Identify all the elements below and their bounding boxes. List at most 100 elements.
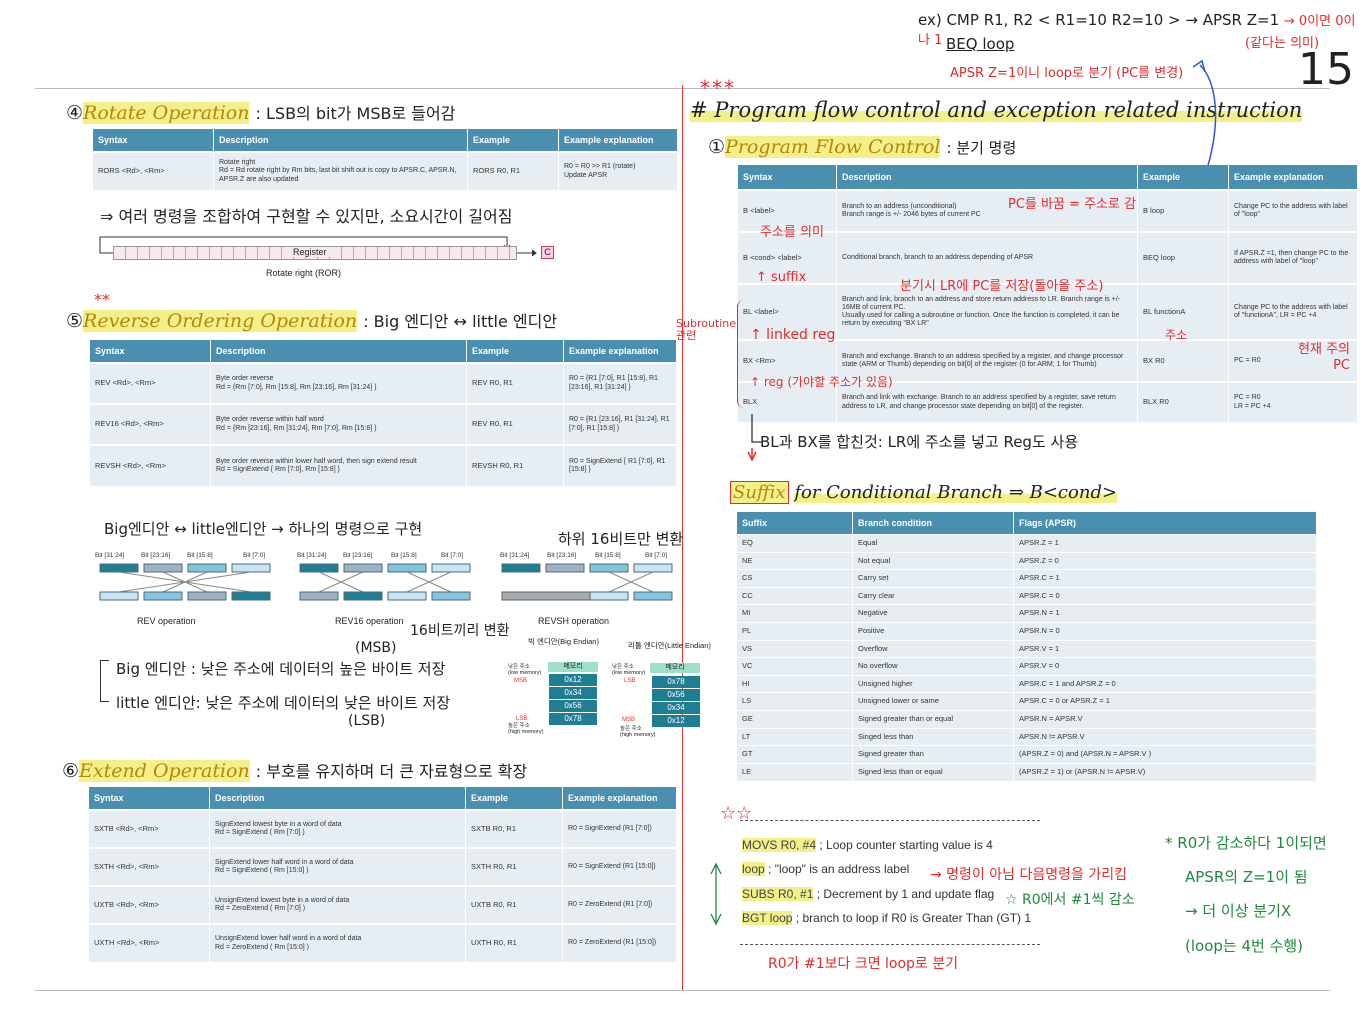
low-addr-label: 낮은 주소 (low memory)	[508, 664, 542, 677]
cell-description: Branch and exchange. Branch to an addres…	[836, 339, 1138, 382]
flags-cell: (APSR.Z = 1) or (APSR.N != APSR.V)	[1013, 762, 1317, 781]
lsb-note: (LSB)	[348, 713, 386, 729]
ann-dec: ☆ R0에서 #1씩 감소	[1005, 892, 1135, 908]
cell-description: Branch to an address (unconditional) Bran…	[836, 189, 1138, 232]
th-example-explanation: Example explanation	[1228, 165, 1358, 190]
page-number: 15	[1298, 44, 1354, 95]
code-instr: SUBS R0, #1	[742, 887, 814, 901]
msb-note: (MSB)	[355, 640, 397, 656]
code-comment: ; Decrement by 1 and update flag	[816, 887, 995, 901]
cell-example: UXTB R0, R1	[465, 885, 563, 924]
cell-syntax: UXTH <Rd>, <Rm>	[89, 923, 210, 962]
table-row: LE Signed less than or equal (APSR.Z = 1) …	[737, 762, 1317, 781]
table-row: REV <Rd>, <Rm> Byte order reverse Rd = {R…	[90, 362, 677, 404]
top-note-line3: APSR Z=1이니 loop로 분기 (PC를 변경)	[950, 66, 1184, 81]
cell-syntax: UXTB <Rd>, <Rm>	[89, 885, 210, 924]
table-row: EQ Equal APSR.Z = 1	[737, 534, 1317, 553]
th-suffix: Suffix	[737, 512, 853, 535]
code-comment: ; Loop counter starting value is 4	[819, 838, 993, 852]
high-addr-label: 높은 주소 (high memory)	[508, 723, 544, 736]
cell-example: BLX R0	[1137, 381, 1229, 422]
extend-name: Extend Operation	[79, 760, 250, 782]
table-row: LS Unsigned lower or same APSR.C = 0 or AP…	[737, 692, 1317, 711]
condition-cell: Singed less than	[852, 727, 1014, 746]
table-row: REVSH <Rd>, <Rm> Byte order reverse with…	[90, 444, 677, 486]
extend-title: ⑥Extend Operation : 부호를 유지하며 더 큰 자료형으로 확…	[62, 758, 527, 782]
cell-explanation: R0 = SignExtend { R1 [7:0], R1 [15:8] }	[563, 444, 677, 486]
green-note-1: * R0가 감소하다 1이되면	[1165, 834, 1327, 852]
pfc-desc: : 분기 명령	[946, 139, 1017, 157]
little-endian-line: little 엔디안: 낮은 주소에 데이터의 낮은 바이트 저장	[116, 694, 451, 712]
cell-example: SXTB R0, R1	[465, 809, 563, 848]
flags-cell: APSR.C = 0 or APSR.Z = 1	[1013, 692, 1317, 711]
th-description: Description	[210, 340, 467, 363]
suffix-cell: NE	[737, 551, 853, 570]
code-comment: ; branch to loop if R0 is Greater Than (…	[795, 911, 1032, 925]
cell-explanation: R0 = SignExtend (R1 [15:0])	[562, 847, 677, 886]
cell-explanation: R0 = ZeroExtend (R1 [15:0])	[562, 923, 677, 962]
cell-syntax: SXTB <Rd>, <Rm>	[89, 809, 210, 848]
code-dash-top	[740, 820, 1040, 821]
flags-cell: APSR.Z = 1	[1013, 534, 1317, 553]
rotate-num: ④	[66, 102, 84, 124]
cell-syntax: B <label>	[738, 189, 837, 232]
ann-pc: PC를 바꿈 = 주소로 감	[1008, 197, 1137, 212]
suffix-cell: CS	[737, 569, 853, 588]
th-example-explanation: Example explanation	[558, 129, 678, 152]
cell-description: Rotate right Rd = Rd rotate right by Rm b…	[213, 151, 468, 190]
cell-description: Byte order reverse within half word Rd = …	[210, 403, 467, 445]
table-row: GE Signed greater than or equal APSR.N = A…	[737, 709, 1317, 729]
green-note-3: → 더 이상 분기X	[1185, 902, 1292, 920]
th-syntax: Syntax	[90, 340, 211, 363]
rotate-note: ⇒ 여러 명령을 조합하여 구현할 수 있지만, 소요시간이 길어짐	[100, 207, 513, 226]
note-low16: 하위 16비트만 변환	[558, 530, 684, 548]
ann-label: → 명령이 아님 다음명령을 가리킴	[930, 867, 1127, 883]
th-example: Example	[465, 787, 563, 810]
bit-label: Bit [23:16]	[547, 552, 577, 559]
rotate-table: Syntax Description Example Example expla…	[93, 129, 678, 190]
big-endian-line: Big 엔디안 : 낮은 주소에 데이터의 높은 바이트 저장	[116, 660, 446, 678]
ann-suffix: ↑ suffix	[756, 270, 807, 285]
memory-cell: 0x56	[549, 700, 597, 712]
condition-cell: Signed less than or equal	[852, 762, 1014, 781]
extend-num: ⑥	[62, 760, 80, 782]
table-row: SXTB <Rd>, <Rm> SignExtend lowest byte i…	[89, 809, 677, 848]
top-note-red2: (같다는 의미)	[1245, 36, 1320, 51]
flags-cell: APSR.N != APSR.V	[1013, 727, 1317, 746]
table-row: MI Negative APSR.N = 1	[737, 604, 1317, 623]
code-line-1: MOVS R0, #4 ; Loop counter starting valu…	[742, 838, 993, 852]
table-row: CC Carry clear APSR.C = 0	[737, 586, 1317, 605]
ann-addr2: 주소	[1165, 328, 1188, 342]
suffix-cell: HI	[737, 674, 853, 693]
ror-caption: Rotate right (ROR)	[266, 268, 342, 278]
flags-cell: APSR.C = 0	[1013, 586, 1317, 605]
cell-syntax: B <cond> <label>	[738, 231, 837, 284]
pfc-num: ①	[708, 136, 726, 158]
table-row: VS Overflow APSR.V = 1	[737, 639, 1317, 658]
table-row: BLX Branch and link with exchange. Branc…	[738, 381, 1358, 422]
cell-explanation: Change PC to the address with label of "…	[1228, 189, 1358, 232]
bit-label: Bit [15:8]	[595, 552, 621, 559]
condition-cell: Unsigned lower or same	[852, 692, 1014, 711]
table-row: LT Singed less than APSR.N != APSR.V	[737, 727, 1317, 746]
rev-diagram-svg	[99, 563, 673, 601]
suffix-cell: MI	[737, 604, 853, 623]
condition-cell: No overflow	[852, 657, 1014, 676]
th-branch-condition: Branch condition	[852, 512, 1014, 535]
lsb-label: LSB	[516, 716, 528, 722]
ann-subroutine: Subroutine 관련	[676, 317, 737, 343]
cell-example: BX R0	[1137, 339, 1229, 382]
condition-cell: Overflow	[852, 639, 1014, 658]
memory-cell: 0x78	[549, 713, 597, 725]
ann-lr: 분기시 LR에 PC를 저장(돌아올 주소)	[900, 279, 1104, 294]
suffix-cell: PL	[737, 621, 853, 641]
flags-cell: APSR.Z = 0	[1013, 551, 1317, 570]
code-comment: ; "loop" is an address label	[768, 862, 910, 876]
msb-label: MSB	[514, 678, 528, 684]
condition-cell: Unsigned higher	[852, 674, 1014, 693]
big-endian-memory: 낮은 주소 (low memory) MSB LSB 높은 주소 (high mem…	[508, 658, 608, 738]
table-row: PL Positive APSR.N = 0	[737, 621, 1317, 641]
flags-cell: (APSR.Z = 0) and (APSR.N = APSR.V )	[1013, 745, 1317, 764]
th-example: Example	[466, 340, 564, 363]
rev-diagrams: Bit [31:24] Bit [23:16] Bit [15:8] Bit […	[95, 550, 675, 625]
